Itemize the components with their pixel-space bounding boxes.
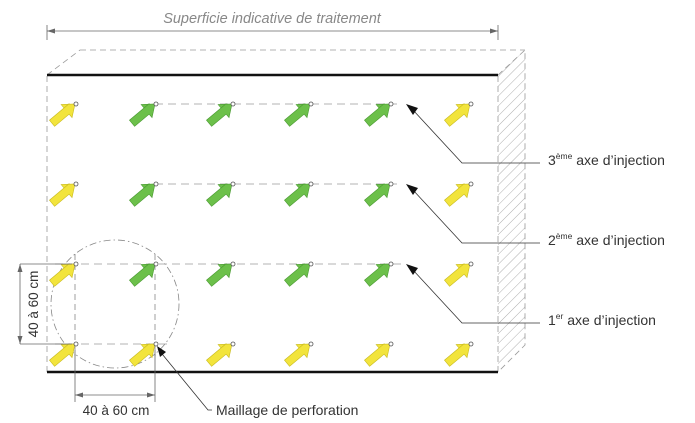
yellow-injection-arrow-icon xyxy=(444,183,471,207)
perforation-point xyxy=(73,181,79,187)
green-injection-arrow-icon xyxy=(129,183,156,207)
perforation-point xyxy=(153,261,159,267)
axis3-label: 3ème axe d’injection xyxy=(548,151,665,168)
perforation-point xyxy=(230,181,236,187)
yellow-injection-arrow-icon xyxy=(444,343,471,367)
perforation-point xyxy=(468,181,474,187)
injection-arrows xyxy=(49,101,474,367)
perforation-point xyxy=(388,181,394,187)
vertical-spacing-dimension: 40 à 60 cm xyxy=(17,263,72,345)
green-injection-arrow-icon xyxy=(206,103,233,127)
green-injection-arrow-icon xyxy=(284,183,311,207)
axis2-leader xyxy=(406,184,540,244)
perforation-point xyxy=(230,261,236,267)
perforation-point xyxy=(153,181,159,187)
perforation-point xyxy=(308,261,314,267)
mesh-label: Maillage de perforation xyxy=(216,402,358,418)
yellow-injection-arrow-icon xyxy=(364,343,391,367)
perforation-point xyxy=(73,341,79,347)
green-injection-arrow-icon xyxy=(364,183,391,207)
hatched-wall xyxy=(497,49,526,373)
green-injection-arrow-icon xyxy=(129,263,156,287)
green-injection-arrow-icon xyxy=(206,183,233,207)
yellow-injection-arrow-icon xyxy=(206,343,233,367)
perforation-point xyxy=(230,101,236,107)
yellow-injection-arrow-icon xyxy=(49,183,76,207)
vertical-spacing-label: 40 à 60 cm xyxy=(26,271,41,338)
yellow-injection-arrow-icon xyxy=(49,343,76,367)
axis1-leader xyxy=(406,264,540,324)
perforation-point xyxy=(388,101,394,107)
perforation-point xyxy=(468,341,474,347)
green-injection-arrow-icon xyxy=(206,263,233,287)
perforation-point xyxy=(153,101,159,107)
perforation-point xyxy=(308,181,314,187)
perforation-point xyxy=(73,101,79,107)
perforation-point xyxy=(308,101,314,107)
green-injection-arrow-icon xyxy=(364,263,391,287)
treatment-surface-title: Superficie indicative de traitement xyxy=(163,11,382,27)
yellow-injection-arrow-icon xyxy=(49,263,76,287)
yellow-injection-arrow-icon xyxy=(129,343,156,367)
green-injection-arrow-icon xyxy=(129,103,156,127)
yellow-injection-arrow-icon xyxy=(444,263,471,287)
perforation-mesh xyxy=(50,239,180,369)
perforation-point xyxy=(468,101,474,107)
yellow-injection-arrow-icon xyxy=(444,103,471,127)
green-injection-arrow-icon xyxy=(364,103,391,127)
horizontal-spacing-dimension: 40 à 60 cm xyxy=(74,350,156,418)
axis1-label: 1er axe d’injection xyxy=(548,311,656,328)
injection-axis-lines xyxy=(55,103,402,345)
treatment-surface-dimension: Superficie indicative de traitement xyxy=(46,11,499,40)
perforation-point xyxy=(468,261,474,267)
green-injection-arrow-icon xyxy=(284,263,311,287)
axis3-leader xyxy=(406,104,540,164)
axis2-label: 2ème axe d’injection xyxy=(548,231,665,248)
yellow-injection-arrow-icon xyxy=(49,103,76,127)
yellow-injection-arrow-icon xyxy=(284,343,311,367)
perforation-point xyxy=(230,341,236,347)
perforation-point xyxy=(153,341,159,347)
perforation-point xyxy=(388,261,394,267)
perspective-outline xyxy=(46,49,525,372)
green-injection-arrow-icon xyxy=(284,103,311,127)
perforation-point xyxy=(73,261,79,267)
perforation-point xyxy=(388,341,394,347)
perforation-point xyxy=(308,341,314,347)
horizontal-spacing-label: 40 à 60 cm xyxy=(83,403,150,418)
mesh-leader: Maillage de perforation xyxy=(157,346,358,418)
